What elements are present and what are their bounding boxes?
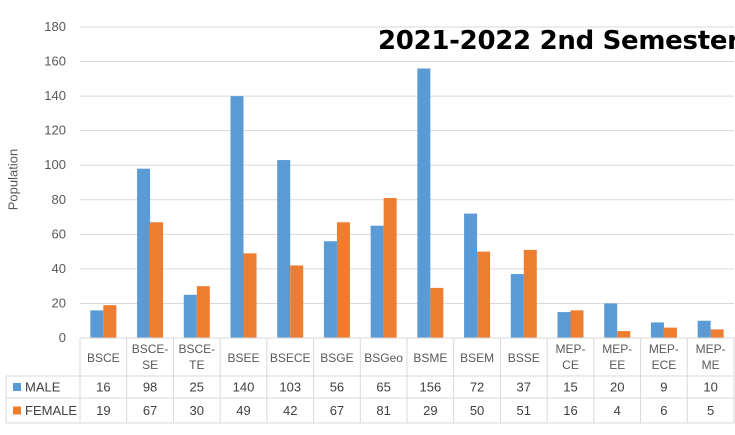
data-label: 49 [236,403,250,418]
category-label: BSCE- [132,342,169,356]
category-label: MEP- [696,342,726,356]
data-label: 140 [233,380,255,395]
data-label: 72 [470,380,484,395]
bar-male [417,68,431,338]
bar-female [290,265,304,338]
bar-female [103,305,117,338]
category-label: ECE [652,358,677,372]
data-label: 103 [279,380,301,395]
data-label: 56 [330,380,344,395]
category-label: MEP- [649,342,679,356]
bar-male [650,322,664,338]
legend-label: FEMALE [25,403,77,418]
category-label: CE [562,358,579,372]
bar-male [697,320,711,338]
data-label: 50 [470,403,484,418]
bar-male [510,274,524,338]
bar-male [323,241,337,338]
data-label: 5 [707,403,714,418]
category-label: BSEM [460,351,494,365]
data-label: 156 [420,380,442,395]
category-label: BSEE [227,351,259,365]
bar-female [196,286,210,338]
bar-female [570,310,584,338]
category-label: BSGE [320,351,353,365]
category-label: BSSE [508,351,540,365]
data-label: 9 [660,380,667,395]
bar-male [557,312,571,338]
bar-male [370,225,384,338]
category-label: BSECE [270,351,311,365]
y-tick-label: 60 [52,226,66,241]
data-label: 10 [703,380,717,395]
legend-label: MALE [25,380,61,395]
legend-key-male [13,383,21,391]
y-tick-label: 120 [44,123,66,138]
bar-female [150,222,164,338]
bar-male [604,303,618,338]
y-tick-label: 40 [52,261,66,276]
bar-female [243,253,257,338]
data-label: 81 [376,403,390,418]
bar-female [523,249,537,338]
data-label: 25 [190,380,204,395]
data-label: 65 [376,380,390,395]
category-label: BSME [413,351,447,365]
data-label: 19 [96,403,110,418]
category-label: BSGeo [364,351,403,365]
y-tick-label: 20 [52,295,66,310]
category-label: EE [609,358,625,372]
data-label: 6 [660,403,667,418]
category-label: MEP- [602,342,632,356]
data-label: 98 [143,380,157,395]
data-label: 67 [143,403,157,418]
bar-male [137,168,151,338]
category-label: TE [189,358,204,372]
bar-female [617,331,631,338]
bar-female [336,222,350,338]
data-label: 16 [563,403,577,418]
bar-male [90,310,104,338]
bar-female [430,287,444,338]
y-tick-label: 160 [44,54,66,69]
data-label: 42 [283,403,297,418]
data-label: 16 [96,380,110,395]
data-label: 30 [190,403,204,418]
data-label: 15 [563,380,577,395]
y-tick-label: 100 [44,157,66,172]
category-label: ME [702,358,720,372]
y-tick-label: 180 [44,19,66,34]
legend-key-female [13,406,21,415]
bar-female [383,198,397,338]
bar-male [464,213,478,338]
data-label: 51 [517,403,531,418]
y-tick-label: 80 [52,192,66,207]
bar-female [710,329,724,338]
category-label: MEP- [556,342,586,356]
bar-male [183,294,197,338]
y-tick-label: 0 [59,330,66,345]
y-tick-label: 140 [44,88,66,103]
category-label: SE [142,358,158,372]
data-label: 4 [614,403,621,418]
bar-female [663,327,677,338]
chart-title: 2021-2022 2nd Semester [378,26,735,56]
data-label: 37 [517,380,531,395]
data-label: 67 [330,403,344,418]
bar-female [477,251,491,338]
category-label: BSCE- [178,342,215,356]
bar-male [277,160,291,338]
data-label: 29 [423,403,437,418]
data-label: 20 [610,380,624,395]
bar-male [230,96,244,338]
category-label: BSCE [87,351,120,365]
